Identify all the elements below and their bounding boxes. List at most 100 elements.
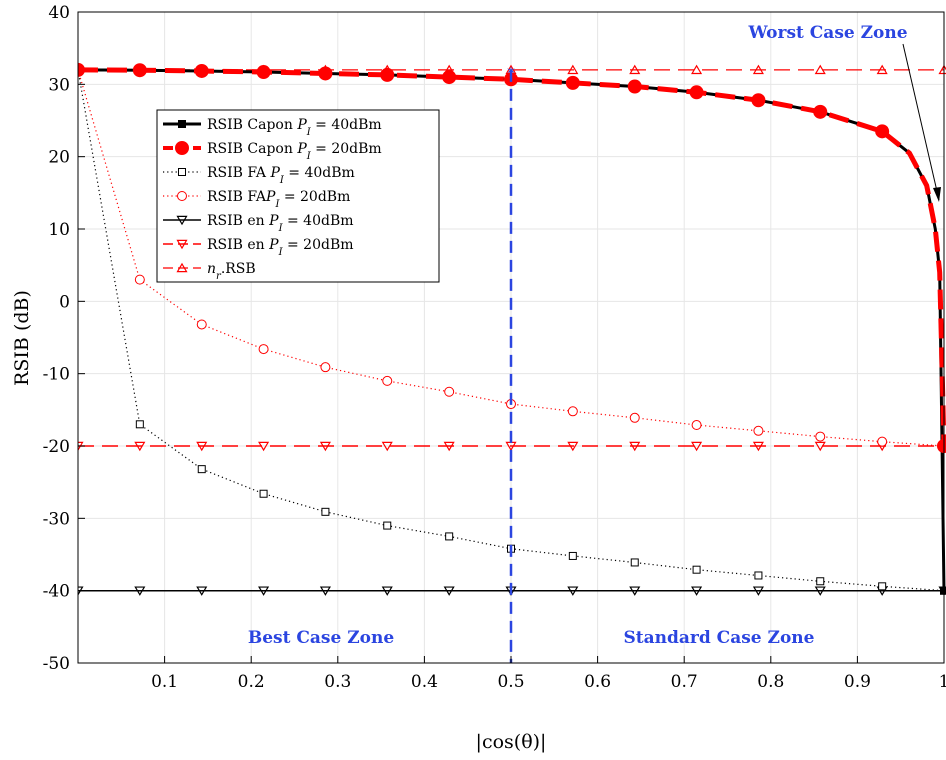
data-point-marker xyxy=(813,104,828,119)
data-point-marker xyxy=(134,274,145,285)
data-point-marker xyxy=(197,465,206,474)
y-tick-label: -10 xyxy=(43,365,70,385)
data-point-marker xyxy=(877,436,888,447)
x-tick-label: 0.3 xyxy=(324,672,351,692)
data-point-marker xyxy=(814,64,826,75)
data-point-marker xyxy=(259,489,268,498)
legend-entry: RSIB FAPI = 20dBm xyxy=(163,189,350,210)
data-point-marker xyxy=(196,586,208,596)
data-point-marker xyxy=(875,124,890,139)
legend-label-sub: I xyxy=(306,127,312,138)
data-point-marker xyxy=(876,64,888,75)
series-4 xyxy=(78,64,946,451)
x-tick-label: 0.2 xyxy=(238,672,265,692)
best-case-zone-label: Best Case Zone xyxy=(248,628,394,648)
legend-label-sub: I xyxy=(278,247,284,258)
data-point-marker xyxy=(630,558,639,567)
data-point-marker xyxy=(381,441,393,452)
data-point-marker xyxy=(319,586,331,596)
y-tick-label: -40 xyxy=(43,582,70,602)
data-point-marker xyxy=(132,63,147,78)
data-point-marker xyxy=(754,571,763,580)
annotation-layer: ✶ xyxy=(506,43,941,663)
data-point-marker xyxy=(815,431,826,442)
data-point-marker xyxy=(177,191,187,201)
legend-label: nr.RSB xyxy=(207,261,256,282)
worst-case-arrow xyxy=(902,43,940,201)
data-point-marker xyxy=(196,319,207,330)
data-point-marker xyxy=(380,67,395,82)
x-tick-label: 0.8 xyxy=(757,672,784,692)
data-point-marker xyxy=(567,586,579,596)
legend-label: RSIB en PI = 20dBm xyxy=(207,237,354,258)
data-point-marker xyxy=(134,586,146,596)
legend-label-tail: = 20dBm xyxy=(283,237,354,253)
legend-label-base: RSIB FA xyxy=(207,165,270,181)
legend-label-sub: r xyxy=(216,271,222,282)
data-point-marker xyxy=(78,62,85,77)
legend-label-tail: .RSB xyxy=(221,261,256,277)
legend-label-tail: = 40dBm xyxy=(283,213,354,229)
legend-label-base: RSIB Capon xyxy=(207,117,297,133)
legend-label: RSIB FA PI = 40dBm xyxy=(207,165,355,186)
worst-case-arrowhead xyxy=(933,187,941,202)
data-point-marker xyxy=(258,344,269,355)
y-tick-label: -20 xyxy=(43,437,70,457)
data-point-marker xyxy=(814,586,826,596)
data-point-marker xyxy=(689,85,704,100)
legend-label-sub: I xyxy=(278,223,284,234)
series-2 xyxy=(78,62,946,453)
data-point-marker xyxy=(258,441,270,452)
data-point-marker xyxy=(691,586,703,596)
data-point-marker xyxy=(692,565,701,574)
data-point-marker xyxy=(443,586,455,596)
data-point-marker xyxy=(752,586,764,596)
series-6 xyxy=(78,441,946,452)
legend-label-var: P xyxy=(268,213,279,229)
data-point-marker xyxy=(443,441,455,452)
data-point-marker xyxy=(176,262,188,273)
data-point-marker xyxy=(629,64,641,75)
legend-label-sub: I xyxy=(306,151,312,162)
legend-label-var: P xyxy=(268,237,279,253)
data-point-marker xyxy=(442,70,457,85)
y-tick-label: 30 xyxy=(48,75,70,95)
data-point-marker xyxy=(814,441,826,452)
y-tick-label: 0 xyxy=(59,292,70,312)
legend-label-tail: = 20dBm xyxy=(311,141,382,157)
y-tick-label: 10 xyxy=(48,220,70,240)
legend-entry: RSIB en PI = 40dBm xyxy=(163,213,354,234)
data-point-marker xyxy=(383,521,392,530)
legend-label-base: RSIB en xyxy=(207,213,269,229)
data-point-marker xyxy=(382,375,393,386)
legend-label: RSIB FAPI = 20dBm xyxy=(207,189,350,210)
legend-label-base: RSIB en xyxy=(207,237,269,253)
x-tick-label: 0.6 xyxy=(584,672,611,692)
standard-case-zone-label: Standard Case Zone xyxy=(624,628,815,648)
data-point-marker xyxy=(629,586,641,596)
legend-label: RSIB Capon PI = 40dBm xyxy=(207,117,382,138)
data-point-marker xyxy=(691,420,702,431)
data-point-marker xyxy=(381,586,393,596)
data-point-marker xyxy=(937,439,946,453)
legend-entry: RSIB Capon PI = 40dBm xyxy=(163,117,382,138)
legend-label-base: RSIB FA xyxy=(207,189,267,205)
data-point-marker xyxy=(752,64,764,75)
y-tick-label: -50 xyxy=(43,654,70,674)
data-point-marker xyxy=(320,362,331,373)
divider-top-marker: ✶ xyxy=(506,64,516,78)
data-point-marker xyxy=(753,425,764,436)
data-point-marker xyxy=(319,441,331,452)
legend-label: RSIB en PI = 40dBm xyxy=(207,213,354,234)
legend-label-var: P xyxy=(269,165,280,181)
data-point-marker xyxy=(568,551,577,560)
worst-case-zone-label: Worst Case Zone xyxy=(747,23,907,43)
data-point-marker xyxy=(175,141,189,155)
y-tick-label: 40 xyxy=(48,3,70,23)
data-point-marker xyxy=(196,441,208,452)
legend-entry: RSIB Capon PI = 20dBm xyxy=(163,141,382,162)
legend-label-var: n xyxy=(207,261,216,277)
data-point-marker xyxy=(445,532,454,541)
axis-ticks: 0.1 0.2 0.3 0.4 0.5 0.6 0.7 0.8 0.9 1 40 30 20 10 0 -10… xyxy=(43,3,946,692)
